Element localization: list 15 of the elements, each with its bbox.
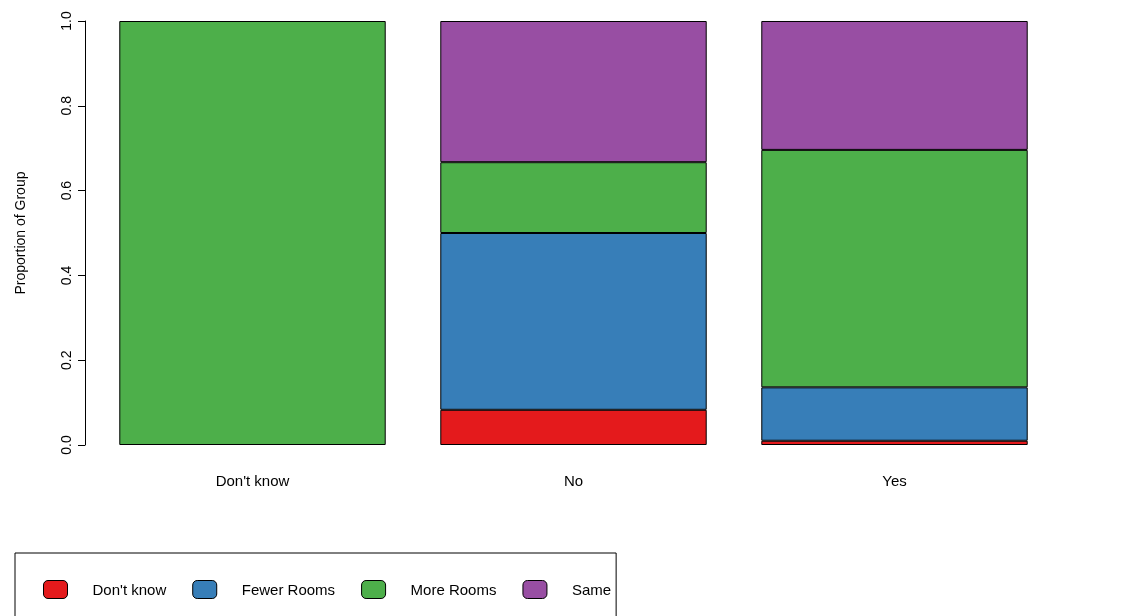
legend-label: Fewer Rooms [241, 581, 336, 598]
y-tick-label: 0.8 [58, 95, 74, 116]
bar [119, 21, 386, 445]
legend-label: Don't know [92, 581, 167, 598]
x-tick-label: Don't know [215, 472, 290, 489]
x-tick-label: Yes [882, 472, 907, 489]
legend-label: Same [571, 581, 612, 598]
y-axis-title: Proportion of Group [12, 171, 28, 295]
y-tick-label: 1.0 [58, 11, 74, 31]
y-tick-label: 0.0 [58, 435, 74, 455]
x-tick-label: No [563, 472, 584, 489]
y-tick-label: 0.4 [58, 265, 74, 286]
y-tick-label: 0.6 [58, 180, 74, 201]
legend-label: More Rooms [410, 581, 497, 598]
y-tick-label: 0.2 [58, 350, 74, 370]
